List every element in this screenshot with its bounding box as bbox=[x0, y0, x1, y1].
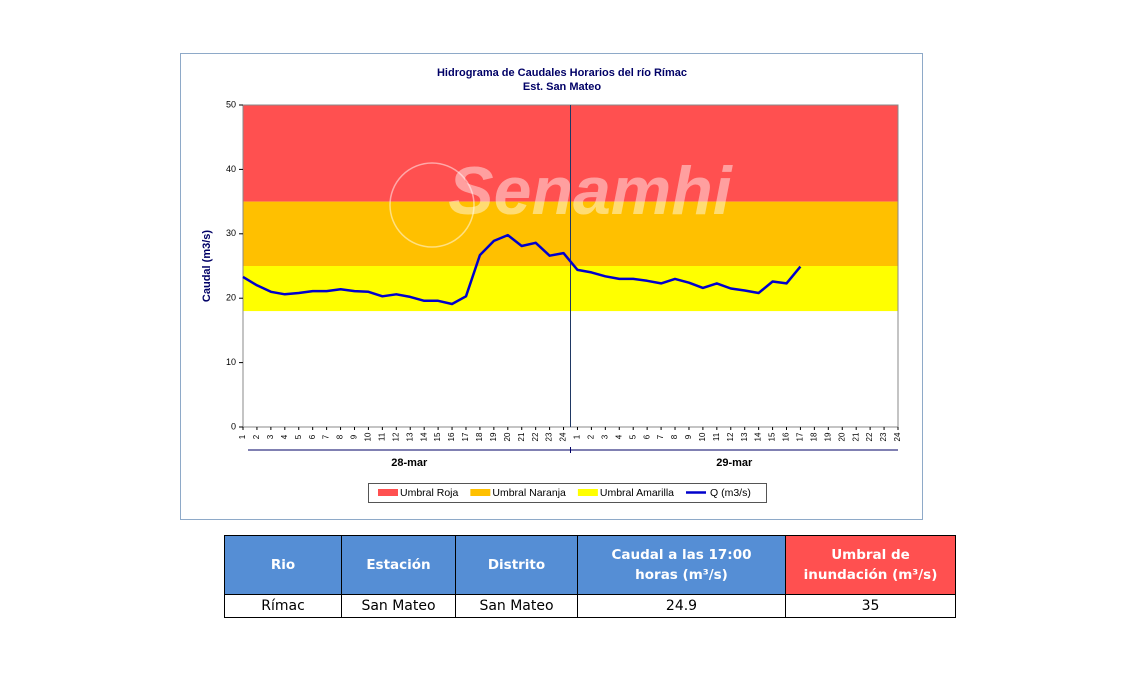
x-tick-label: 20 bbox=[837, 432, 846, 441]
x-tick-label: 10 bbox=[698, 432, 707, 441]
table-row: Rímac San Mateo San Mateo 24.9 35 bbox=[224, 594, 956, 618]
x-tick-label: 22 bbox=[865, 432, 874, 441]
x-tick-label: 16 bbox=[782, 432, 791, 441]
header-cell: Estación bbox=[341, 535, 456, 595]
legend-label: Q (m3/s) bbox=[710, 487, 751, 499]
x-tick-label: 5 bbox=[294, 434, 303, 439]
x-tick-label: 7 bbox=[322, 434, 331, 439]
x-tick-label: 2 bbox=[587, 434, 596, 439]
header-cell: Umbral de inundación (m³/s) bbox=[785, 535, 956, 595]
x-tick-label: 24 bbox=[559, 432, 568, 441]
x-tick-label: 8 bbox=[670, 434, 679, 439]
x-tick-label: 19 bbox=[489, 432, 498, 441]
cell: San Mateo bbox=[341, 594, 456, 618]
x-tick-label: 3 bbox=[600, 434, 609, 439]
x-tick-label: 6 bbox=[642, 434, 651, 439]
cell: San Mateo bbox=[455, 594, 578, 618]
chart-subtitle: Est. San Mateo bbox=[523, 81, 602, 93]
x-tick-label: 21 bbox=[851, 432, 860, 441]
legend-swatch bbox=[470, 489, 491, 496]
x-tick-label: 15 bbox=[768, 432, 777, 441]
y-tick-label: 10 bbox=[226, 357, 236, 367]
watermark: Senamhi bbox=[448, 153, 734, 229]
flow-line bbox=[242, 233, 802, 306]
legend-label: Umbral Amarilla bbox=[600, 487, 674, 499]
x-tick-label: 22 bbox=[531, 432, 540, 441]
x-tick-label: 5 bbox=[628, 434, 637, 439]
x-tick-label: 18 bbox=[475, 432, 484, 441]
x-tick-label: 17 bbox=[796, 432, 805, 441]
y-tick-label: 0 bbox=[231, 421, 236, 431]
x-tick-label: 1 bbox=[238, 434, 247, 439]
x-tick-label: 13 bbox=[405, 432, 414, 441]
legend-label: Umbral Naranja bbox=[492, 487, 566, 499]
legend-swatch bbox=[378, 489, 398, 496]
legend-box bbox=[368, 483, 767, 503]
x-tick-label: 8 bbox=[336, 434, 345, 439]
cell: Rímac bbox=[224, 594, 342, 618]
legend-label: Umbral Roja bbox=[400, 487, 459, 499]
x-tick-label: 3 bbox=[266, 434, 275, 439]
x-tick-label: 21 bbox=[517, 432, 526, 441]
watermark-sun bbox=[389, 162, 475, 248]
cell: 24.9 bbox=[577, 594, 786, 618]
x-tick-label: 16 bbox=[447, 432, 456, 441]
x-tick-label: 18 bbox=[809, 432, 818, 441]
header-cell: Rio bbox=[224, 535, 342, 595]
x-tick-label: 24 bbox=[893, 432, 902, 441]
x-tick-label: 12 bbox=[726, 432, 735, 441]
x-tick-label: 15 bbox=[433, 432, 442, 441]
header-cell: Caudal a las 17:00 horas (m³/s) bbox=[577, 535, 786, 595]
group-label: 28-mar bbox=[391, 457, 428, 469]
table-header: Rio Estación Distrito Caudal a las 17:00… bbox=[224, 535, 956, 595]
legend-swatch bbox=[577, 489, 598, 496]
x-tick-label: 23 bbox=[545, 432, 554, 441]
x-tick-label: 10 bbox=[364, 432, 373, 441]
x-tick-label: 12 bbox=[391, 432, 400, 441]
x-tick-label: 4 bbox=[280, 434, 289, 439]
x-tick-label: 9 bbox=[684, 434, 693, 439]
x-tick-label: 19 bbox=[823, 432, 832, 441]
chart-title: Hidrograma de Caudales Horarios del río … bbox=[437, 67, 687, 79]
x-tick-label: 2 bbox=[252, 434, 261, 439]
x-tick-label: 11 bbox=[712, 432, 721, 441]
x-tick-label: 14 bbox=[419, 432, 428, 441]
x-tick-label: 23 bbox=[879, 432, 888, 441]
y-axis-label: Caudal (m3/s) bbox=[201, 230, 213, 302]
y-tick-label: 20 bbox=[226, 293, 236, 303]
x-tick-label: 20 bbox=[503, 432, 512, 441]
header-cell: Distrito bbox=[455, 535, 578, 595]
data-table: Rio Estación Distrito Caudal a las 17:00… bbox=[224, 535, 956, 618]
cell: 35 bbox=[785, 594, 956, 618]
chart: Hidrograma de Caudales Horarios del río … bbox=[180, 53, 923, 520]
x-tick-label: 13 bbox=[740, 432, 749, 441]
x-tick-label: 4 bbox=[614, 434, 623, 439]
y-tick-label: 40 bbox=[226, 164, 236, 174]
x-tick-label: 14 bbox=[754, 432, 763, 441]
x-tick-label: 11 bbox=[377, 432, 386, 441]
x-tick-label: 9 bbox=[350, 434, 359, 439]
x-tick-label: 6 bbox=[308, 434, 317, 439]
y-tick-label: 30 bbox=[226, 228, 236, 238]
y-tick-label: 50 bbox=[226, 99, 236, 109]
x-tick-label: 1 bbox=[573, 434, 582, 439]
x-tick-label: 17 bbox=[461, 432, 470, 441]
x-tick-label: 7 bbox=[656, 434, 665, 439]
group-label: 29-mar bbox=[716, 457, 753, 469]
